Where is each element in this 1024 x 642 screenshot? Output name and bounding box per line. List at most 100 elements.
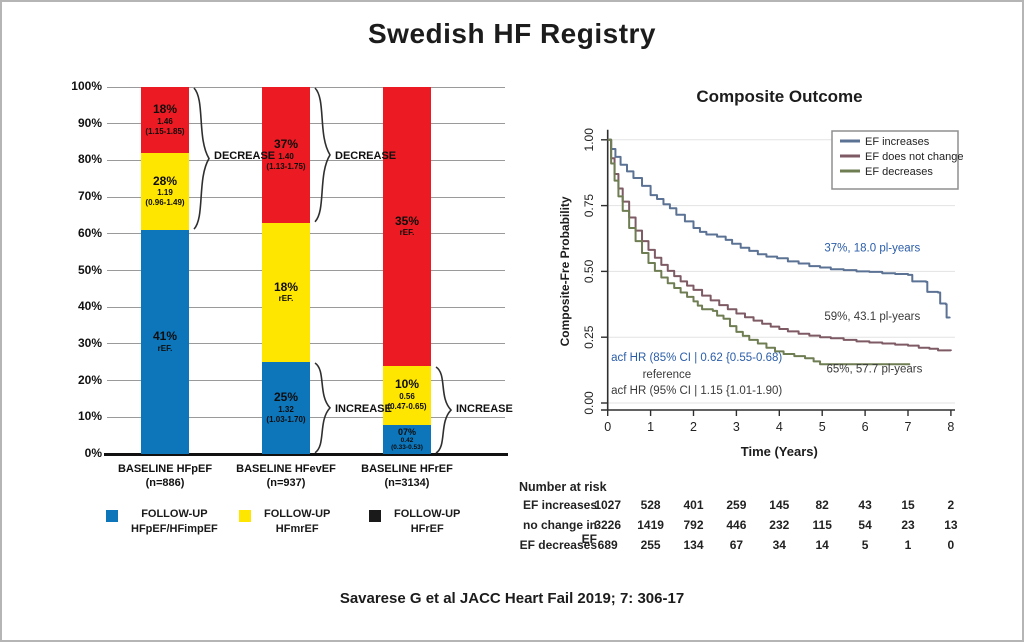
number-at-risk-row-label: no change in EF <box>522 518 597 546</box>
number-at-risk-value: 232 <box>769 518 790 532</box>
bar-segment-text: 1.32 <box>278 405 294 415</box>
km-legend-label: EF decreases <box>865 166 933 178</box>
bar-segment-text: 28% <box>152 173 177 188</box>
number-at-risk-value: 5 <box>861 538 869 552</box>
bar-category-n: (n=937) <box>266 477 306 490</box>
bar-legend-label: FOLLOW-UP HFmrEF <box>264 507 330 537</box>
bar-segment-label: 18% 1.46 (1.15-1.85) <box>145 102 184 137</box>
number-at-risk-value: 15 <box>901 498 915 512</box>
number-at-risk-value: 115 <box>812 518 832 532</box>
km-legend-label: EF increases <box>865 136 930 148</box>
bar-segment-text: rEF. <box>278 294 294 304</box>
bar-segment-label: 10% 0.56 (0.47-0.65) <box>387 378 426 412</box>
bar-category-line: BASELINE HFpEF <box>117 463 213 475</box>
bar-segment-text: 0.42 <box>400 436 414 444</box>
bar-segment-text: 18% <box>152 102 177 117</box>
number-at-risk-value: 23 <box>901 518 915 532</box>
bar-segment-label: 07% 0.42 (0.33-0.53) <box>391 427 423 451</box>
km-curve-ef-decreases <box>607 138 911 366</box>
number-at-risk-value: 43 <box>858 498 872 512</box>
number-at-risk-row-label: EF increases <box>522 498 597 512</box>
bar-segment: 18% 1.46 (1.15-1.85) <box>141 87 189 154</box>
y-axis-tick-label: 80% <box>77 152 102 167</box>
y-axis-tick-label: 50% <box>77 262 102 277</box>
bar-segment-text: 18% <box>273 279 299 294</box>
brace <box>314 362 332 454</box>
brace-path <box>314 362 332 454</box>
bar-segment-text: 41% <box>152 329 178 344</box>
legend-swatch-black <box>369 510 381 522</box>
number-at-risk-value: 82 <box>815 498 829 512</box>
number-at-risk-value: 255 <box>640 538 661 552</box>
number-at-risk-row: EF increases 1027 528 401 259 145 82 43 15 2 <box>507 498 1022 514</box>
bar-segment-text: 35% <box>394 213 420 228</box>
km-annotation: 65%, 57.7 pl-years <box>826 364 922 376</box>
km-y-tick-label: 0.50 <box>582 259 596 283</box>
bar-segment-text: rEF. <box>157 343 173 353</box>
citation: Savarese G et al JACC Heart Fail 2019; 7… <box>339 590 685 607</box>
number-at-risk-value: 13 <box>944 518 958 532</box>
number-at-risk-value: 54 <box>858 518 872 532</box>
km-x-tick-label: 3 <box>733 420 740 434</box>
km-curve-ef-does-not-change <box>607 138 952 352</box>
number-at-risk-value: 1419 <box>637 518 664 532</box>
number-at-risk-value: 67 <box>729 538 744 552</box>
km-annotation: 59%, 43.1 pl-years <box>824 311 920 323</box>
number-at-risk-row: no change in EF 3226 1419 792 446 232 115 54 23 1… <box>507 518 1022 546</box>
composite-outcome-chart: Composite Outcome 0.00 0.25 0.50 0.75 1.00 0 1… <box>557 87 1019 472</box>
bar-category-label: BASELINE HFevEF (n=937) <box>211 462 361 491</box>
km-x-axis-title: Time (Years) <box>741 444 818 459</box>
y-axis-tick-label: 30% <box>77 335 102 350</box>
number-at-risk-value: 2 <box>947 498 955 512</box>
km-y-tick-label: 0.25 <box>582 325 596 349</box>
bar-category-label: BASELINE HFrEF (n=3134) <box>332 462 482 491</box>
y-axis-tick-label: 20% <box>77 372 102 387</box>
y-axis-tick-label: 60% <box>77 225 102 240</box>
km-annotation: reference <box>643 369 692 381</box>
bar-legend-item-hfref: FOLLOW-UP HFrEF <box>369 507 460 537</box>
km-x-tick-label: 4 <box>776 420 783 434</box>
bar-category-n: (n=3134) <box>384 477 430 490</box>
bar-legend-label: FOLLOW-UP HFrEF <box>394 507 460 537</box>
number-at-risk-row: EF decreases 689 255 134 67 34 14 5 1 0 <box>507 538 1022 554</box>
km-x-tick-label: 1 <box>647 420 654 434</box>
page-title: Swedish HF Registry <box>367 18 656 49</box>
bar-segment-text: (0.47-0.65) <box>387 402 427 412</box>
bar-legend-item-hfmref: FOLLOW-UP HFmrEF <box>239 507 330 537</box>
y-axis-tick-label: 90% <box>77 115 102 130</box>
number-at-risk-value: 792 <box>683 518 704 532</box>
bar-segment-text: 0.56 <box>399 392 415 402</box>
km-y-tick-label: 0.00 <box>582 391 596 415</box>
number-at-risk-value: 34 <box>772 538 786 552</box>
number-at-risk-value: 528 <box>640 498 661 512</box>
number-at-risk-value: 689 <box>597 538 618 552</box>
legend-line: FOLLOW-UP <box>264 508 331 520</box>
number-at-risk-value: 1027 <box>594 498 622 512</box>
bar-segment: 28% 1.19 (0.96-1.49) <box>141 153 189 231</box>
bar-category-line: BASELINE HFevEF <box>236 463 336 475</box>
bar-segment: 25% 1.32 (1.03-1.70) <box>262 362 310 454</box>
number-at-risk-value: 401 <box>683 498 704 512</box>
ef-transition-bar-chart: 0% 10% 20% 30% 40% 50% 60% 70% 80% 90% 100% 41% rEF.… <box>62 79 532 560</box>
bar-category-n: (n=886) <box>145 477 185 490</box>
km-curve-ef-increases <box>607 138 951 319</box>
brace <box>314 87 331 223</box>
y-axis-tick-label: 100% <box>71 79 102 93</box>
brace-label: INCREASE <box>335 402 392 415</box>
legend-line: HFmrEF <box>275 522 319 535</box>
number-at-risk-value: 259 <box>726 498 747 512</box>
bar-plot: 0% 10% 20% 30% 40% 50% 60% 70% 80% 90% 100% 41% rEF.… <box>71 79 513 489</box>
bar-category-label: BASELINE HFpEF (n=886) <box>90 462 240 491</box>
number-at-risk-value: 134 <box>683 538 704 552</box>
bar-segment-label: 37% 1.40 (1.13-1.75) <box>266 136 305 172</box>
legend-swatch-blue <box>106 510 118 522</box>
km-annotation: acf HR (85% CI | 0.62 {0.55-0.68) <box>611 352 782 364</box>
number-at-risk-value: 14 <box>815 538 829 552</box>
bar-segment-text: 10% <box>394 377 419 392</box>
number-at-risk-row-label: EF decreases <box>519 538 597 552</box>
km-x-tick-label: 5 <box>819 420 826 434</box>
brace-label: DECREASE <box>214 149 276 162</box>
bar-segment: 07% 0.42 (0.33-0.53) <box>383 424 431 454</box>
bar-segment-text: 37% <box>273 136 298 151</box>
